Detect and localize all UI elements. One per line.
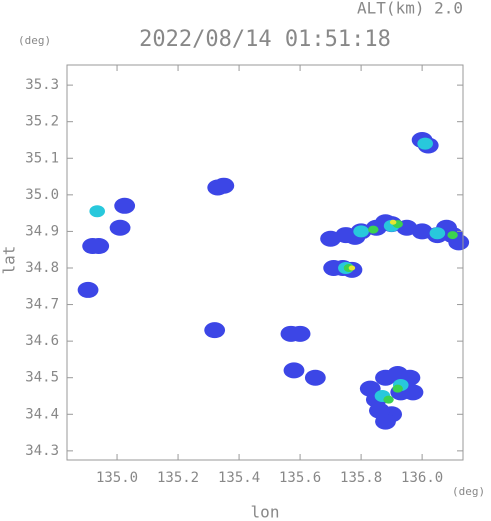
- y-axis-title: lat: [0, 246, 19, 275]
- x-tick-label: 136.0: [401, 470, 443, 486]
- echo-cell: [88, 238, 110, 255]
- x-tick-label: 135.0: [96, 470, 138, 486]
- echo-cell: [348, 265, 356, 271]
- x-unit: (deg): [452, 485, 485, 498]
- echo-cell: [392, 384, 403, 393]
- echo-cell: [89, 205, 106, 218]
- altitude-label: ALT(km) 2.0: [357, 0, 463, 18]
- echo-cell: [204, 322, 226, 339]
- x-axis-title: lon: [251, 503, 280, 521]
- echo-cell: [368, 225, 379, 234]
- echo-cell: [369, 402, 390, 419]
- y-tick-label: 34.6: [25, 333, 59, 349]
- y-tick-label: 34.9: [25, 223, 59, 239]
- echo-cell: [289, 325, 311, 342]
- echo-cell: [402, 384, 424, 401]
- y-tick-label: 35.0: [25, 187, 59, 203]
- chart-title: 2022/08/14 01:51:18: [139, 27, 391, 52]
- echo-cell: [114, 197, 136, 214]
- y-tick-label: 35.3: [25, 77, 59, 93]
- y-tick-label: 34.4: [25, 406, 59, 422]
- echo-cell: [213, 177, 235, 194]
- y-tick-label: 35.1: [25, 150, 59, 166]
- x-tick-label: 135.2: [157, 470, 199, 486]
- y-unit: (deg): [18, 34, 51, 47]
- x-tick-label: 135.6: [279, 470, 321, 486]
- echo-cell: [447, 231, 458, 240]
- echo-cell: [429, 227, 446, 240]
- y-tick-label: 34.3: [25, 443, 59, 459]
- echo-cell: [77, 281, 99, 298]
- y-tick-label: 34.5: [25, 370, 59, 386]
- echo-cell: [109, 219, 131, 236]
- echo-cell: [383, 395, 394, 404]
- x-tick-label: 135.4: [218, 470, 260, 486]
- echo-cell: [417, 137, 433, 150]
- echo-cell: [389, 219, 397, 225]
- echo-cell: [353, 225, 369, 238]
- echo-cell: [304, 369, 326, 386]
- x-tick-label: 135.8: [340, 470, 382, 486]
- echo-cell: [283, 362, 305, 379]
- y-tick-label: 34.8: [25, 260, 59, 276]
- y-tick-label: 35.2: [25, 114, 59, 130]
- y-tick-label: 34.7: [25, 297, 59, 313]
- plot-frame: [66, 64, 464, 461]
